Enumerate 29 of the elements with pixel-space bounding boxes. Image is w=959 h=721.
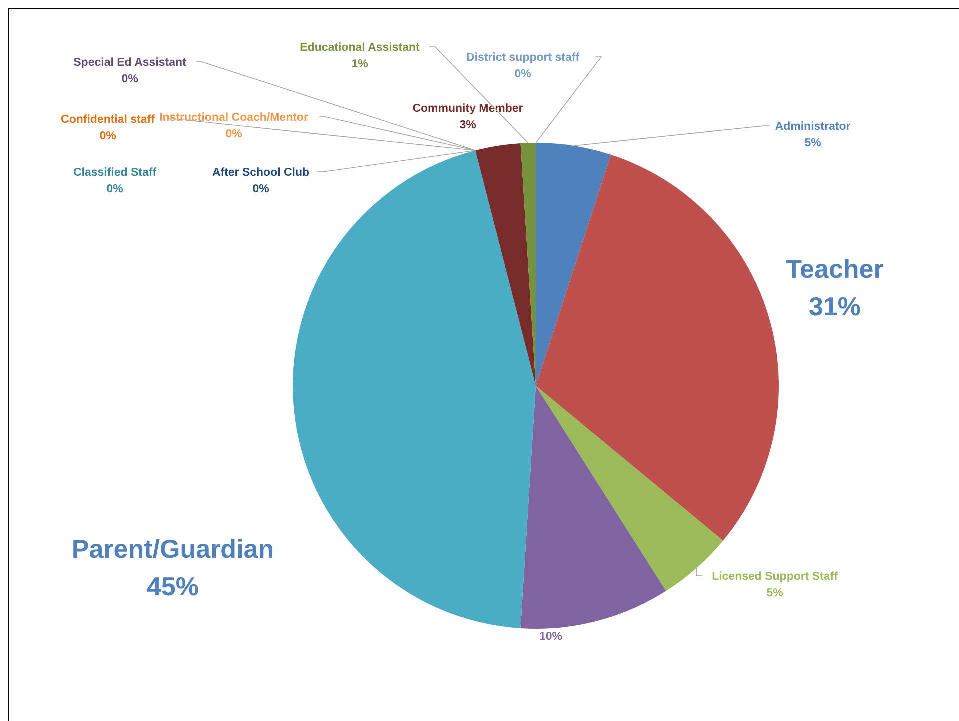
category-label: Classified Staff <box>73 167 157 179</box>
text: 0% <box>514 68 532 81</box>
category-label: Instructional Coach/Mentor <box>160 112 308 124</box>
data-label: 5% <box>766 588 784 600</box>
pie-slice <box>536 154 779 541</box>
slice-label: Licensed Support Staff <box>712 571 838 583</box>
category-label: Special Ed Assistant <box>74 57 186 69</box>
pie-slice <box>536 143 612 386</box>
text: 0% <box>106 184 124 196</box>
data-label: 5% <box>804 138 822 150</box>
data-label: 31% <box>808 292 862 322</box>
text: 0% <box>226 128 242 141</box>
data-label: 45% <box>146 572 200 602</box>
slice-label: Teacher <box>786 254 884 284</box>
category-label: Confidential staff <box>61 114 155 126</box>
slice-label: Educational Assistant <box>300 42 420 54</box>
text: 0% <box>122 74 138 86</box>
data-label: 10% <box>539 631 563 643</box>
slice-label: Community Member <box>412 103 524 115</box>
category-label: District support staff <box>466 52 580 64</box>
pie-slice <box>520 386 666 629</box>
text: 0% <box>100 130 116 143</box>
pie-slice <box>476 143 536 386</box>
slice-label: Parent/Guardian <box>72 534 274 564</box>
category-label: After School Club <box>212 167 310 179</box>
data-label: 3% <box>460 120 476 132</box>
slice-label: Administrator <box>775 121 852 133</box>
text: 0% <box>252 184 270 196</box>
data-label: 1% <box>352 58 368 71</box>
